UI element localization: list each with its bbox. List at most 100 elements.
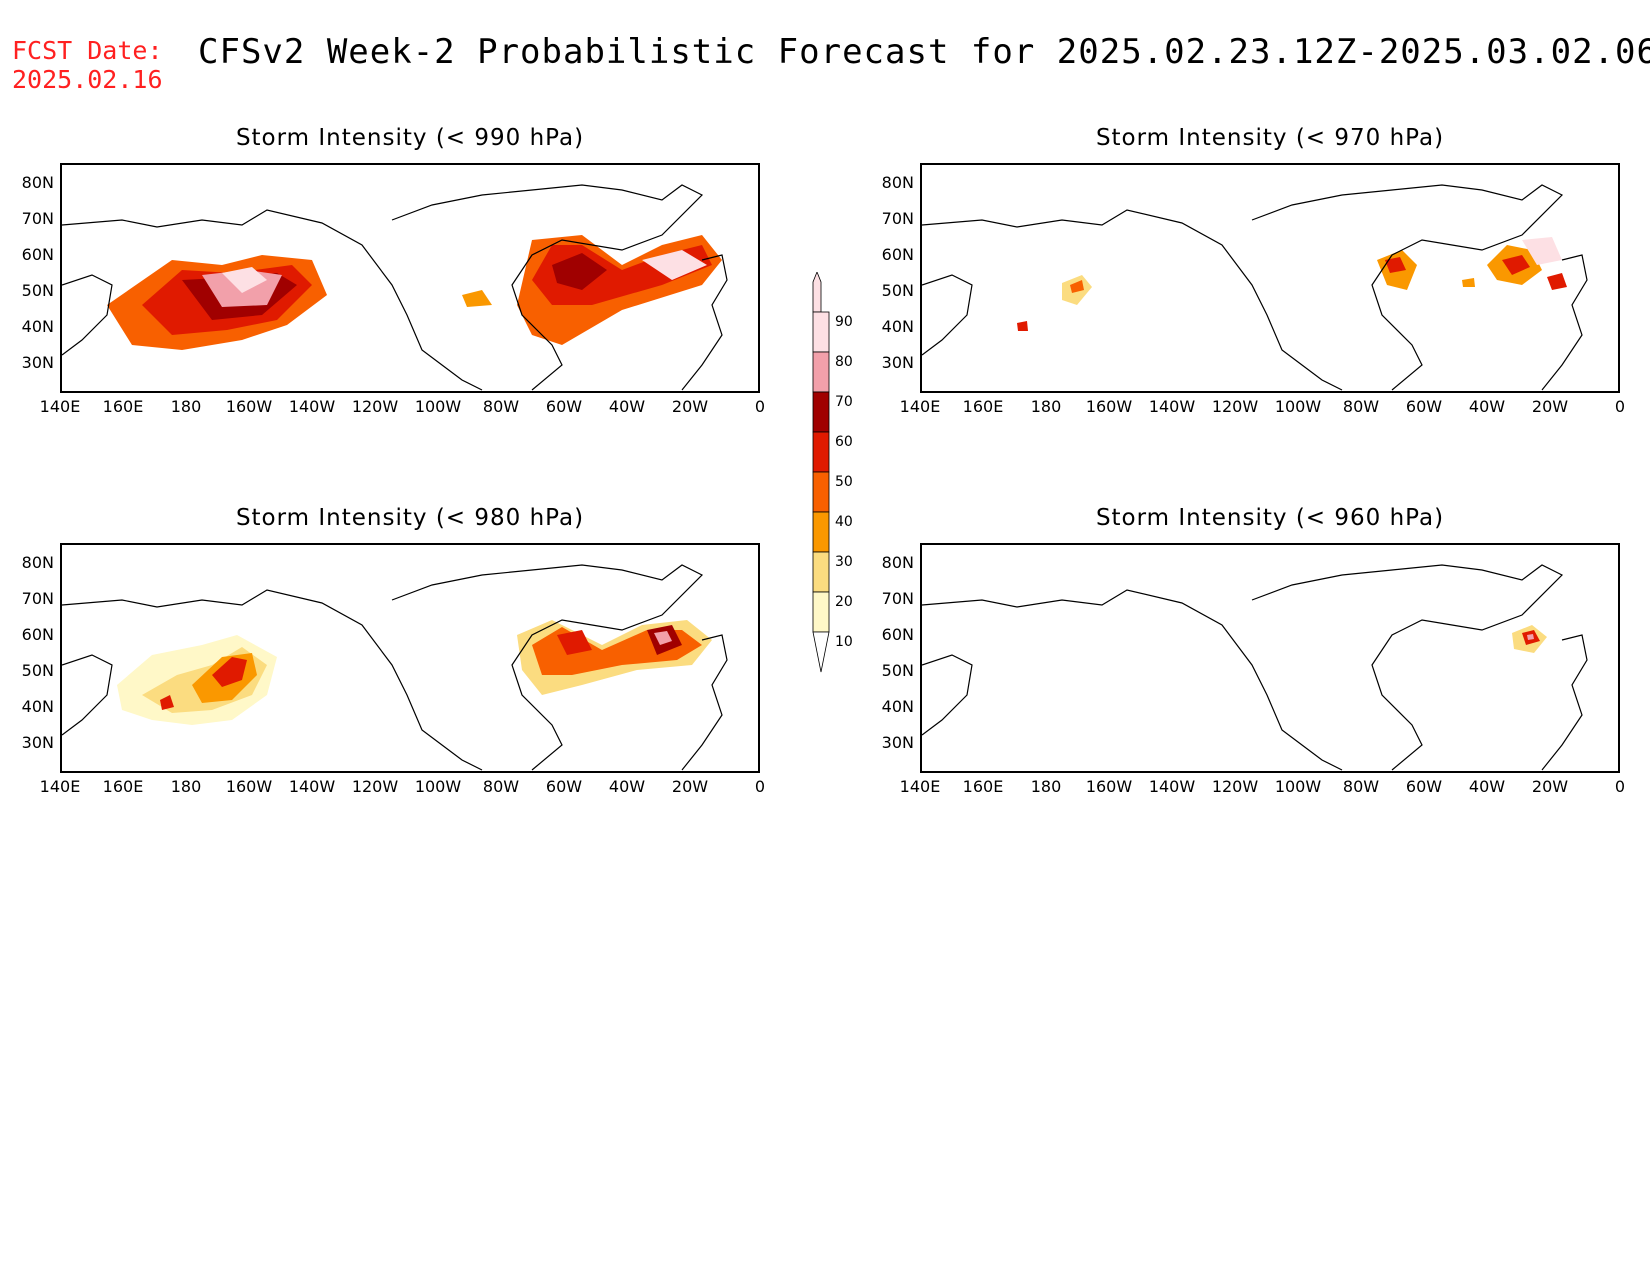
lon-label-60w: 60W [1405, 397, 1443, 416]
lat-label-30n: 30N [881, 353, 914, 372]
lon-label-160w: 160W [1085, 777, 1133, 796]
lon-label-140w: 140W [1148, 777, 1196, 796]
lon-label-120w: 120W [351, 397, 399, 416]
lon-label-60w: 60W [545, 397, 583, 416]
lon-label-160w: 160W [225, 777, 273, 796]
lon-label-0: 0 [1614, 777, 1626, 796]
lat-label-50n: 50N [21, 281, 54, 300]
lat-label-70n: 70N [881, 589, 914, 608]
panel-990: Storm Intensity (< 990 hPa) [22, 125, 765, 425]
lon-label-60w: 60W [545, 777, 583, 796]
colorbar-label-90: 90 [835, 314, 853, 330]
probability-shading-990 [107, 235, 722, 350]
colorbar-swatch-20 [812, 591, 830, 633]
lon-label-160e: 160E [102, 777, 144, 796]
fcst-date-value: 2025.02.16 [12, 65, 163, 94]
map-frame-960 [920, 543, 1620, 773]
lat-label-80n: 80N [881, 553, 914, 572]
lat-label-70n: 70N [21, 589, 54, 608]
colorbar-label-10: 10 [835, 634, 853, 650]
colorbar-swatch-30 [812, 551, 830, 593]
lon-label-0: 0 [754, 397, 766, 416]
panel-title-990: Storm Intensity (< 990 hPa) [235, 125, 585, 151]
colorbar-swatch-70 [812, 391, 830, 433]
lon-label-140e: 140E [899, 397, 941, 416]
lon-label-140e: 140E [39, 777, 81, 796]
panel-980: Storm Intensity (< 980 hPa) [22, 505, 765, 805]
lon-label-40w: 40W [1468, 397, 1506, 416]
colorbar-label-20: 20 [835, 594, 853, 610]
lon-label-180: 180 [170, 777, 202, 796]
colorbar-swatch-10 [812, 631, 830, 673]
colorbar-label-40: 40 [835, 514, 853, 530]
colorbar-swatch-60 [812, 431, 830, 473]
lon-label-140e: 140E [899, 777, 941, 796]
panel-title-970: Storm Intensity (< 970 hPa) [1095, 125, 1445, 151]
lat-label-30n: 30N [21, 353, 54, 372]
lat-label-70n: 70N [21, 209, 54, 228]
colorbar-swatch-80 [812, 351, 830, 393]
colorbar-label-80: 80 [835, 354, 853, 370]
lat-label-40n: 40N [21, 697, 54, 716]
lon-label-160w: 160W [225, 397, 273, 416]
lon-label-80w: 80W [482, 397, 520, 416]
colorbar: 90 80 70 60 50 40 30 20 10 [805, 272, 875, 682]
lat-label-30n: 30N [21, 733, 54, 752]
lon-label-20w: 20W [671, 777, 709, 796]
lon-label-160e: 160E [962, 777, 1004, 796]
colorbar-label-70: 70 [835, 394, 853, 410]
lon-label-140w: 140W [288, 397, 336, 416]
lon-label-0: 0 [754, 777, 766, 796]
colorbar-swatch-40 [812, 511, 830, 553]
lon-label-180: 180 [1030, 397, 1062, 416]
coastlines-970 [922, 184, 1588, 391]
lon-label-140w: 140W [1148, 397, 1196, 416]
map-frame-970 [920, 163, 1620, 393]
lon-label-180: 180 [170, 397, 202, 416]
lon-label-20w: 20W [671, 397, 709, 416]
lat-label-60n: 60N [881, 245, 914, 264]
fcst-date-block: FCST Date: 2025.02.16 [12, 36, 163, 94]
lon-label-80w: 80W [482, 777, 520, 796]
probability-shading-980 [117, 620, 712, 725]
colorbar-label-30: 30 [835, 554, 853, 570]
lat-label-80n: 80N [881, 173, 914, 192]
lat-label-60n: 60N [21, 245, 54, 264]
lon-label-40w: 40W [1468, 777, 1506, 796]
colorbar-label-50: 50 [835, 474, 853, 490]
panel-title-980: Storm Intensity (< 980 hPa) [235, 505, 585, 531]
lon-label-180: 180 [1030, 777, 1062, 796]
lon-label-20w: 20W [1531, 397, 1569, 416]
lat-label-40n: 40N [881, 697, 914, 716]
lon-label-0: 0 [1614, 397, 1626, 416]
lon-label-20w: 20W [1531, 777, 1569, 796]
lon-label-160e: 160E [962, 397, 1004, 416]
lon-label-40w: 40W [608, 777, 646, 796]
lon-label-120w: 120W [351, 777, 399, 796]
coastlines-990 [62, 184, 728, 391]
lat-label-60n: 60N [21, 625, 54, 644]
lon-label-60w: 60W [1405, 777, 1443, 796]
map-frame-980 [60, 543, 760, 773]
fcst-date-label: FCST Date: [12, 36, 163, 65]
lon-label-80w: 80W [1342, 397, 1380, 416]
lon-label-100w: 100W [1274, 777, 1322, 796]
panel-960: Storm Intensity (< 960 hPa) 80N 70N 60N … [882, 505, 1625, 805]
lat-label-60n: 60N [881, 625, 914, 644]
map-frame-990 [60, 163, 760, 393]
panel-title-960: Storm Intensity (< 960 hPa) [1095, 505, 1445, 531]
lat-label-70n: 70N [881, 209, 914, 228]
lon-label-80w: 80W [1342, 777, 1380, 796]
lat-label-50n: 50N [21, 661, 54, 680]
lon-label-140w: 140W [288, 777, 336, 796]
lon-label-160e: 160E [102, 397, 144, 416]
lon-label-120w: 120W [1211, 397, 1259, 416]
probability-shading-960 [1512, 625, 1547, 653]
lat-label-50n: 50N [881, 661, 914, 680]
colorbar-swatches [812, 272, 830, 673]
colorbar-swatch-90 [812, 311, 830, 353]
lon-label-40w: 40W [608, 397, 646, 416]
lon-label-160w: 160W [1085, 397, 1133, 416]
panel-970: Storm Intensity (< 970 hPa) [882, 125, 1625, 425]
lat-label-40n: 40N [21, 317, 54, 336]
